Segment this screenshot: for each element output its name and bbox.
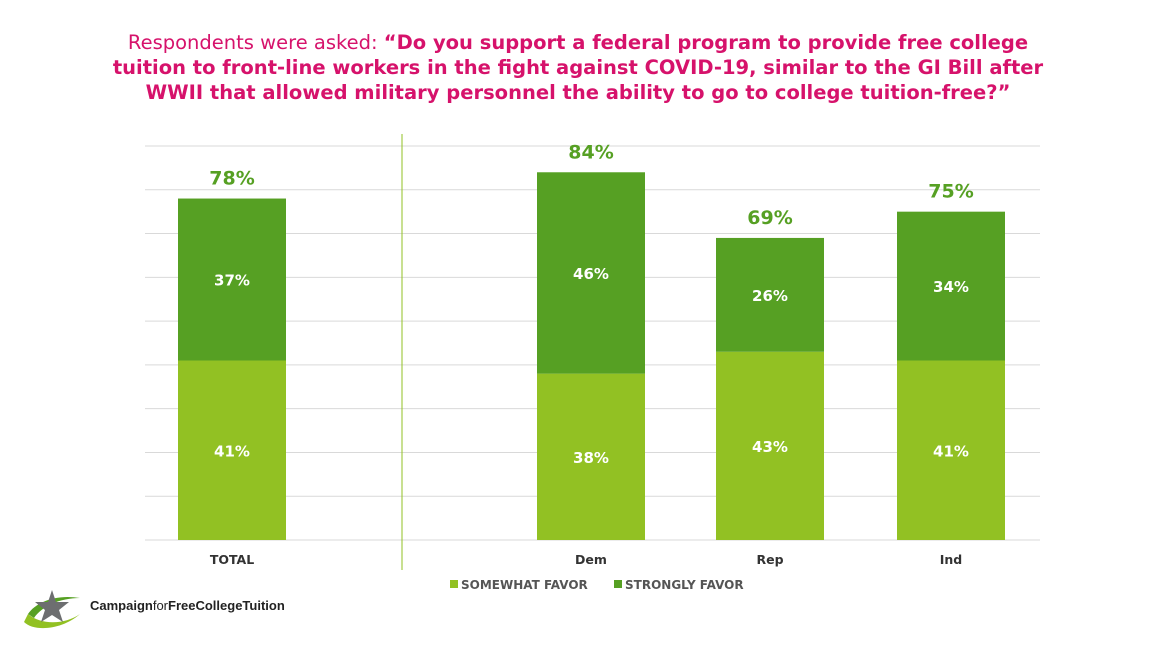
bar-segment — [178, 360, 286, 540]
logo-part-campaign: Campaign — [90, 598, 153, 613]
bar-segment — [537, 373, 645, 540]
segment-label: 38% — [573, 449, 609, 467]
logo-wordmark: CampaignforFreeCollegeTuition — [90, 598, 285, 613]
logo-part-fct: FreeCollegeTuition — [168, 598, 285, 613]
category-tick-label: TOTAL — [210, 552, 254, 567]
bar-segment — [897, 211, 1005, 361]
bar-segment — [178, 198, 286, 361]
legend-swatch — [450, 580, 458, 588]
chart-title-lead: Respondents were asked: — [127, 31, 384, 54]
logo-part-for: for — [152, 598, 169, 613]
category-tick-label: Rep — [756, 552, 783, 567]
segment-label: 34% — [933, 278, 969, 296]
bar-segment — [897, 360, 1005, 540]
segment-label: 43% — [752, 438, 788, 456]
legend-swatch — [614, 580, 622, 588]
legend-label: SOMEWHAT FAVOR — [461, 578, 588, 592]
segment-label: 41% — [214, 442, 250, 460]
total-label: 69% — [747, 207, 792, 229]
category-tick-label: Ind — [940, 552, 963, 567]
segment-label: 37% — [214, 272, 250, 290]
segment-label: 41% — [933, 442, 969, 460]
star-swoosh-icon — [24, 590, 80, 629]
total-label: 84% — [568, 141, 613, 163]
bar-segment — [716, 237, 824, 352]
segment-label: 26% — [752, 287, 788, 305]
bar-segment — [537, 172, 645, 374]
total-label: 75% — [928, 181, 973, 203]
segment-label: 46% — [573, 265, 609, 283]
total-label: 78% — [209, 168, 254, 190]
chart-title-question: “Do you support a federal program to pro… — [112, 31, 1044, 104]
category-tick-label: Dem — [575, 552, 607, 567]
legend-label: STRONGLY FAVOR — [625, 578, 744, 592]
chart-title: Respondents were asked: “Do you support … — [90, 30, 1066, 105]
bar-segment — [716, 351, 824, 540]
